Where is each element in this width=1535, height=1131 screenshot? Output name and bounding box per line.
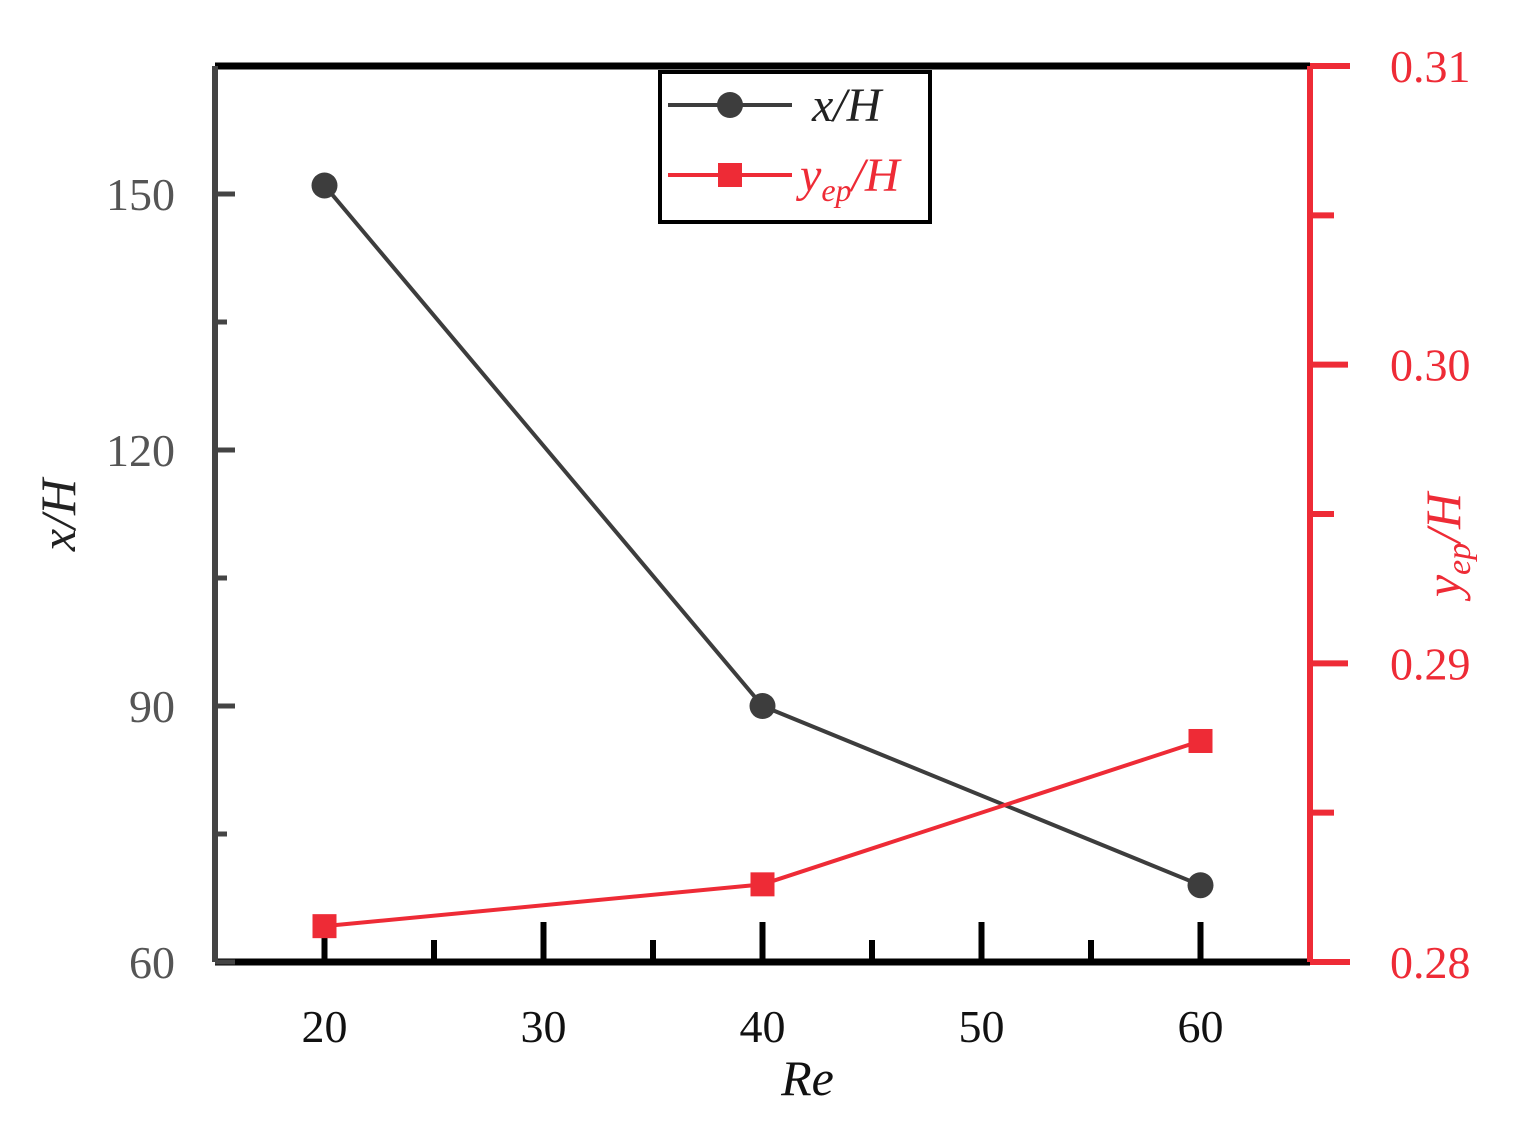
- left-tick-label: 60: [129, 937, 175, 988]
- data-point-square: [750, 872, 775, 897]
- data-point-square: [312, 914, 337, 939]
- right-axis-title-main: y: [1415, 574, 1471, 602]
- left-axis-title: x/H: [30, 476, 86, 552]
- left-tick-label: 150: [106, 169, 175, 220]
- x-tick-label: 50: [959, 1001, 1005, 1052]
- right-tick-label: 0.31: [1390, 41, 1471, 92]
- x-tick-label: 40: [740, 1001, 786, 1052]
- legend-label-main: y: [795, 149, 822, 202]
- data-point-square: [1188, 728, 1213, 753]
- data-point-circle: [311, 172, 338, 199]
- right-tick-label: 0.28: [1390, 937, 1471, 988]
- legend-marker-square: [718, 163, 742, 187]
- series-line-x-over-h: [322, 184, 1202, 888]
- left-tick-label: 120: [106, 425, 175, 476]
- legend-label-subscript: ep: [821, 172, 851, 208]
- legend-label-x-over-h: x/H: [811, 79, 884, 132]
- right-axis-title-rest: /H: [1415, 490, 1471, 546]
- legend-box: [658, 70, 932, 224]
- x-axis-title: Re: [780, 1050, 834, 1106]
- legend-label-rest: /H: [849, 149, 902, 202]
- right-axis-title: yep/H: [1415, 490, 1478, 602]
- x-tick-label: 20: [302, 1001, 348, 1052]
- legend-marker-circle: [717, 92, 743, 118]
- right-axis-title-subscript: ep: [1441, 543, 1478, 575]
- legend-label-yep-over-h: yep/H: [795, 149, 902, 208]
- legend: x/H yep/H: [658, 70, 932, 224]
- right-tick-label: 0.30: [1390, 340, 1471, 391]
- left-tick-label: 90: [129, 681, 175, 732]
- right-tick-label: 0.29: [1390, 638, 1471, 689]
- data-point-circle: [1187, 872, 1214, 899]
- data-point-circle: [749, 693, 776, 719]
- x-tick-label: 30: [521, 1001, 567, 1052]
- x-tick-label: 60: [1178, 1001, 1224, 1052]
